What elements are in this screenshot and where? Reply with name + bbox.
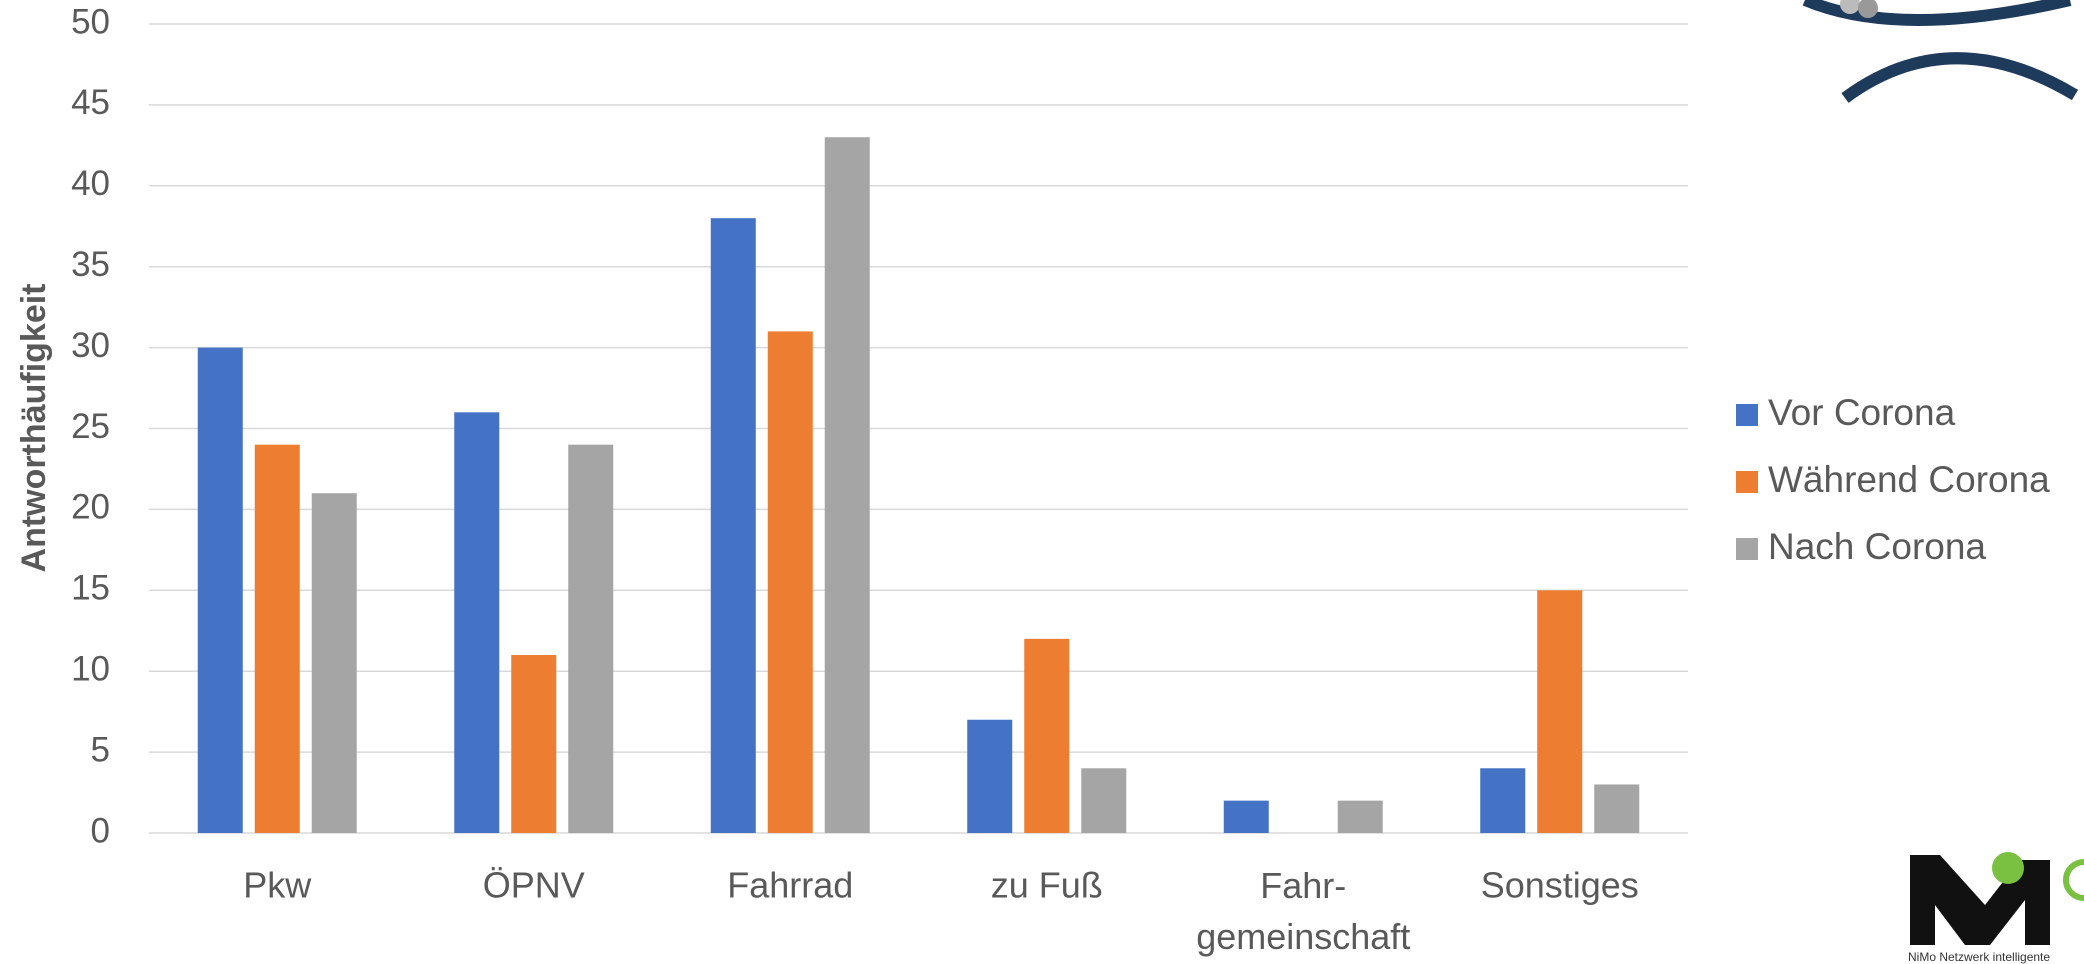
logo-text: NiMo Netzwerk intelligente xyxy=(1908,950,2050,964)
x-tick-label: Pkw xyxy=(243,865,312,906)
legend-label: Nach Corona xyxy=(1768,526,1986,567)
x-tick-label: Fahrrad xyxy=(727,865,853,906)
bar xyxy=(1537,590,1583,833)
y-tick-label: 5 xyxy=(91,730,110,769)
logo-mark xyxy=(1910,855,2050,945)
bar xyxy=(1337,800,1383,833)
bar xyxy=(254,444,300,833)
bar xyxy=(710,218,756,833)
y-axis-label: Antworthäufigkeit xyxy=(15,284,53,573)
legend-label: Während Corona xyxy=(1768,459,2050,500)
bar xyxy=(1480,768,1526,833)
bar xyxy=(1081,768,1127,833)
x-tick-label: zu Fuß xyxy=(991,865,1103,906)
x-tick-label: Sonstiges xyxy=(1481,865,1639,906)
logo-dot xyxy=(1840,0,1860,14)
bar xyxy=(511,655,557,833)
legend-swatch xyxy=(1736,404,1758,426)
bar xyxy=(568,444,614,833)
y-tick-label: 30 xyxy=(71,326,110,365)
logo-arc xyxy=(1841,52,2079,103)
logo-dot xyxy=(1992,852,2024,884)
y-tick-label: 40 xyxy=(71,164,110,203)
bar xyxy=(967,719,1013,833)
y-tick-label: 0 xyxy=(91,811,110,850)
y-tick-label: 10 xyxy=(71,649,110,688)
logo-dot xyxy=(1858,0,1878,18)
legend-swatch xyxy=(1736,471,1758,493)
bar xyxy=(767,331,813,833)
y-tick-label: 45 xyxy=(71,83,110,122)
bar xyxy=(311,493,357,833)
logo-ring xyxy=(2063,859,2084,901)
y-tick-label: 50 xyxy=(71,2,110,41)
bar xyxy=(1223,800,1269,833)
logo-arc xyxy=(1802,0,2072,26)
legend-label: Vor Corona xyxy=(1768,392,1956,433)
x-tick-label: Fahr-gemeinschaft xyxy=(1196,865,1410,957)
bar xyxy=(454,412,500,833)
bar xyxy=(1024,638,1070,833)
legend-swatch xyxy=(1736,538,1758,560)
y-tick-label: 20 xyxy=(71,488,110,527)
y-tick-label: 25 xyxy=(71,407,110,446)
bar xyxy=(1594,784,1640,833)
x-tick-label: ÖPNV xyxy=(483,865,585,906)
bar xyxy=(824,137,870,833)
bar xyxy=(197,347,243,833)
y-tick-label: 15 xyxy=(71,569,110,608)
y-tick-label: 35 xyxy=(71,245,110,284)
